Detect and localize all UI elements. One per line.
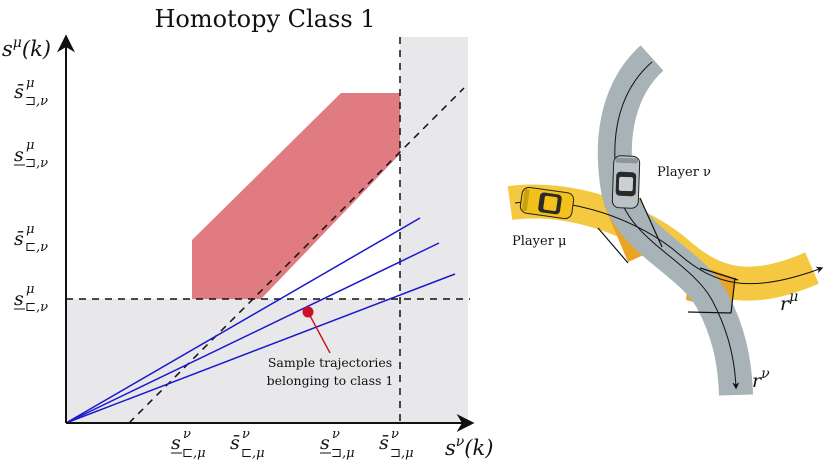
y-tick-2: s μ ⊐,ν <box>14 138 48 171</box>
svg-text:⊐,μ: ⊐,μ <box>390 446 414 461</box>
svg-text:⊏,μ: ⊏,μ <box>182 446 206 461</box>
y-tick-4: s μ ⊏,ν <box>14 282 48 315</box>
intersection-scene: Player μ Player ν rμ rν <box>507 45 824 396</box>
svg-text:μ: μ <box>26 282 34 297</box>
svg-text:⊏,ν: ⊏,ν <box>25 300 48 315</box>
svg-text:⊏,μ: ⊏,μ <box>241 446 265 461</box>
svg-text:ν: ν <box>332 427 340 442</box>
svg-text:ν: ν <box>183 427 191 442</box>
y-tick-1: s̄ μ ⊐,ν <box>14 76 48 109</box>
car-nu <box>611 155 641 209</box>
region-border-lower <box>687 267 739 314</box>
svg-text:s: s <box>171 432 181 454</box>
dashed-diagonal-line <box>128 87 465 424</box>
shaded-region-bottom <box>66 299 468 423</box>
y-tick-3: s̄ μ ⊏,ν <box>14 222 48 255</box>
r-nu-label: rν <box>752 366 770 392</box>
player-mu-label: Player μ <box>512 234 567 249</box>
svg-text:s̄: s̄ <box>14 81 24 103</box>
svg-text:s: s <box>14 144 24 166</box>
svg-text:⊐,ν: ⊐,ν <box>25 156 48 171</box>
svg-text:⊐,μ: ⊐,μ <box>331 446 355 461</box>
car-mu <box>519 186 575 220</box>
x-tick-2: s̄ ν ⊏,μ <box>230 427 265 461</box>
trajectory-line-1 <box>65 217 421 424</box>
region-border-upper <box>597 197 663 264</box>
svg-text:μ: μ <box>26 76 34 91</box>
svg-text:s̄: s̄ <box>379 432 389 454</box>
trajectory-line-3 <box>65 273 456 424</box>
trajectory-line-2 <box>65 242 440 424</box>
x-tick-1: s ν ⊏,μ <box>171 427 206 461</box>
svg-text:⊐,ν: ⊐,ν <box>25 94 48 109</box>
player-nu-label: Player ν <box>657 165 711 180</box>
annotation-pointer-line <box>307 311 331 354</box>
gray-lane-nu <box>597 45 753 396</box>
r-mu-label: rμ <box>780 289 798 315</box>
homotopy-plot: Homotopy Class 1 Sample trajectories bel… <box>2 5 493 461</box>
annotation-line-1: Sample trajectories <box>268 355 392 370</box>
svg-text:ν: ν <box>242 427 250 442</box>
collision-region <box>192 93 400 299</box>
svg-text:ν: ν <box>391 427 399 442</box>
svg-text:s: s <box>320 432 330 454</box>
svg-text:s̄: s̄ <box>14 228 24 250</box>
svg-text:s̄: s̄ <box>230 432 240 454</box>
nu-centerline <box>614 61 740 390</box>
svg-text:μ: μ <box>26 138 34 153</box>
svg-text:μ: μ <box>26 222 34 237</box>
x-axis-label: sν(k) <box>445 434 493 460</box>
plot-title: Homotopy Class 1 <box>154 5 375 33</box>
y-axis-label: sμ(k) <box>2 35 51 61</box>
x-tick-4: s̄ ν ⊐,μ <box>379 427 414 461</box>
sample-point-marker <box>302 306 314 318</box>
annotation-line-2: belonging to class 1 <box>267 373 394 388</box>
svg-text:s: s <box>14 288 24 310</box>
x-tick-3: s ν ⊐,μ <box>320 427 355 461</box>
svg-text:⊏,ν: ⊏,ν <box>25 240 48 255</box>
shaded-region-right <box>400 37 468 299</box>
